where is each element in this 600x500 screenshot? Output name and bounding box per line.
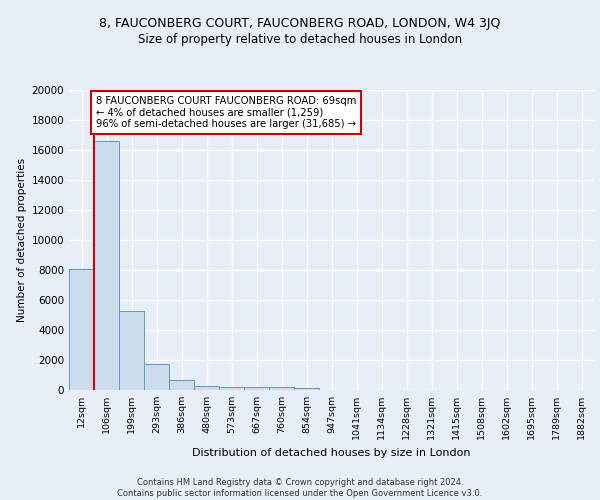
Bar: [69, 268, 94, 390]
Y-axis label: Number of detached properties: Number of detached properties: [17, 158, 27, 322]
Text: 8 FAUCONBERG COURT FAUCONBERG ROAD: 69sqm
← 4% of detached houses are smaller (1: 8 FAUCONBERG COURT FAUCONBERG ROAD: 69sq…: [96, 96, 356, 129]
Bar: [94, 141, 119, 390]
Bar: [194, 386, 219, 390]
Bar: [294, 388, 319, 390]
Bar: [169, 380, 194, 390]
Bar: [244, 387, 269, 390]
Bar: [119, 310, 144, 390]
Text: Contains HM Land Registry data © Crown copyright and database right 2024.
Contai: Contains HM Land Registry data © Crown c…: [118, 478, 482, 498]
X-axis label: Distribution of detached houses by size in London: Distribution of detached houses by size …: [192, 448, 471, 458]
Text: 8, FAUCONBERG COURT, FAUCONBERG ROAD, LONDON, W4 3JQ: 8, FAUCONBERG COURT, FAUCONBERG ROAD, LO…: [100, 18, 500, 30]
Bar: [219, 386, 244, 390]
Bar: [144, 364, 169, 390]
Bar: [269, 388, 294, 390]
Text: Size of property relative to detached houses in London: Size of property relative to detached ho…: [138, 32, 462, 46]
